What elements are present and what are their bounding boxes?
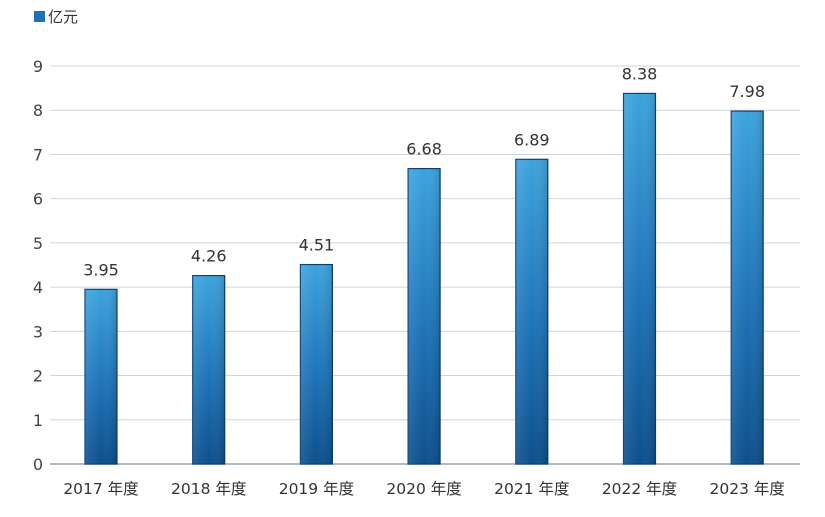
bar [515,158,549,465]
bar [192,275,226,465]
x-category-label: 2021 年度 [494,480,569,498]
y-tick-label: 4 [33,278,43,297]
bar [407,167,441,465]
y-tick-label: 3 [33,322,43,341]
y-tick-label: 9 [33,57,43,76]
y-tick-label: 8 [33,101,43,120]
y-tick-label: 5 [33,234,43,253]
legend-swatch [34,11,45,22]
x-axis: 2017 年度 2018 年度 2019 年度 2020 年度 2021 年度 2022 … [63,480,785,498]
bar [730,110,764,465]
bar [299,263,333,465]
y-tick-label: 6 [33,190,43,209]
bar-value-label: 7.98 [729,82,765,101]
x-category-label: 2018 年度 [171,480,246,498]
y-tick-label: 1 [33,411,43,430]
x-category-label: 2020 年度 [386,480,461,498]
bar [84,288,118,465]
legend-label: 亿元 [48,8,79,26]
bar-value-label: 6.89 [514,130,550,149]
y-axis: 0 1 2 3 4 5 6 7 8 9 [33,57,43,474]
bar-value-label: 4.51 [299,236,335,255]
bar [622,92,657,465]
bar-value-label: 8.38 [622,64,658,83]
bar-value-label: 3.95 [83,260,119,279]
bars [84,92,764,465]
x-category-label: 2017 年度 [63,480,138,498]
y-tick-label: 2 [33,367,43,386]
bar-value-label: 6.68 [406,140,442,159]
legend: 亿元 [34,6,78,27]
x-category-label: 2019 年度 [279,480,354,498]
data-labels: 3.95 4.26 4.51 6.68 6.89 8.38 7.98 [83,64,765,279]
x-category-label: 2023 年度 [710,480,785,498]
x-category-label: 2022 年度 [602,480,677,498]
y-tick-label: 7 [33,145,43,164]
y-tick-label: 0 [33,455,43,474]
bar-value-label: 4.26 [191,247,227,266]
